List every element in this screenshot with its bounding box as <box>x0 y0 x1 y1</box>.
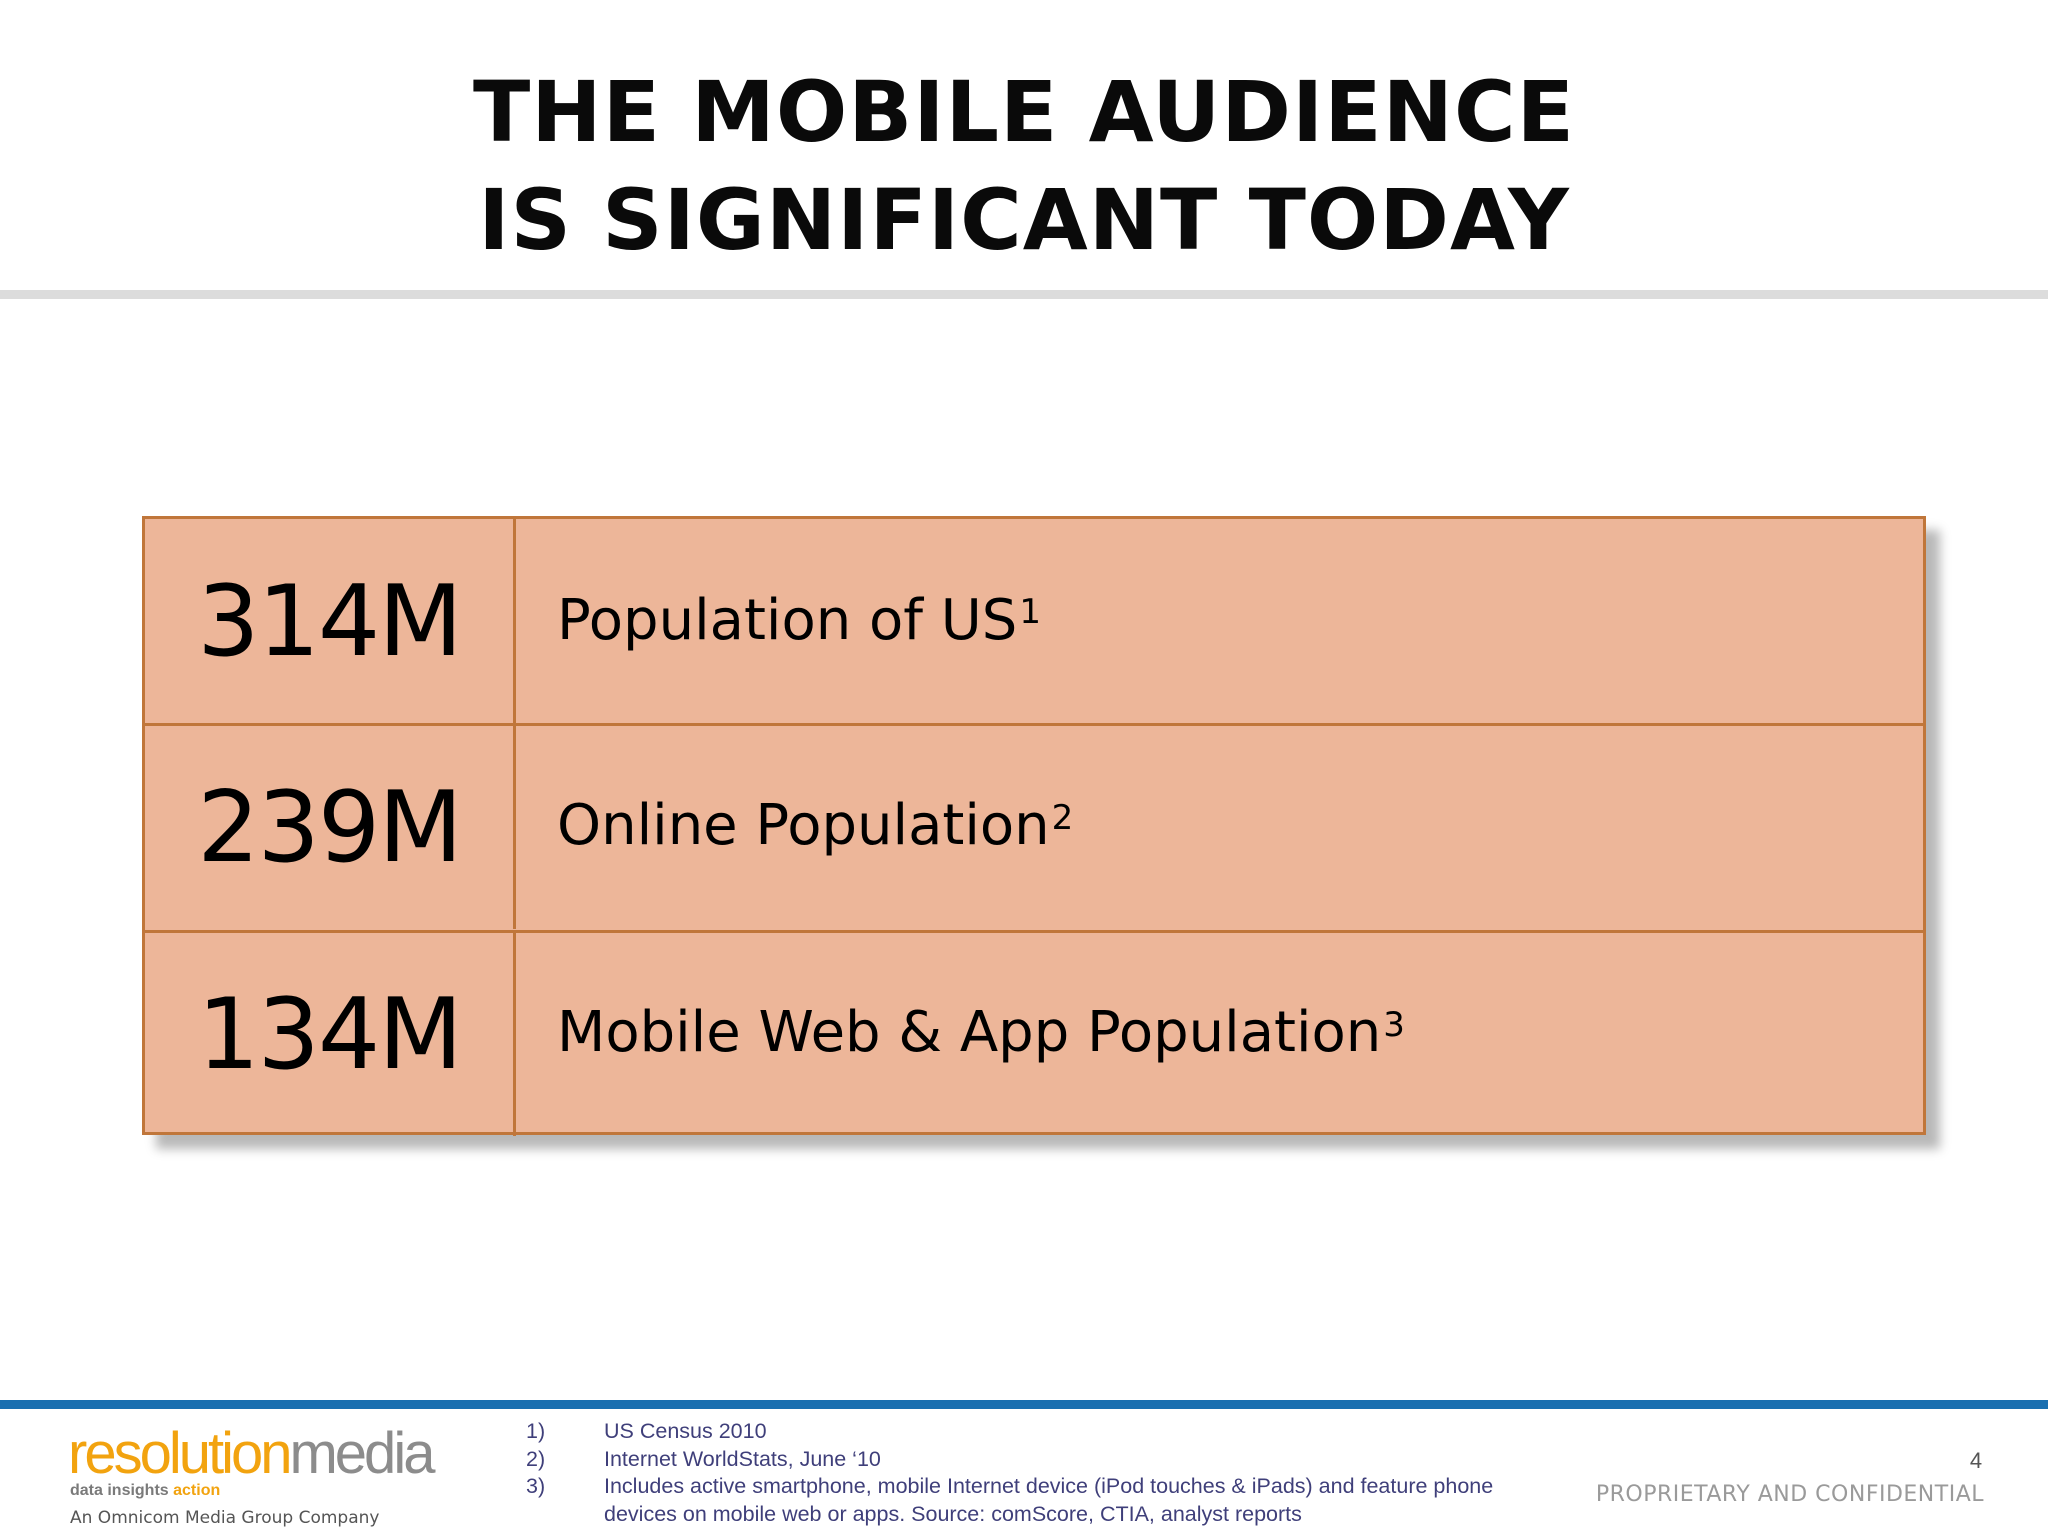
stat-label: Online Population 2 <box>557 726 1073 929</box>
stat-row-online-population: 239M Online Population 2 <box>145 723 1923 929</box>
stat-row-us-population: 314M Population of US 1 <box>145 519 1923 725</box>
footnote-number: 2) <box>526 1446 546 1471</box>
stat-label: Mobile Web & App Population 3 <box>557 933 1405 1136</box>
stat-label-text: Online Population <box>557 793 1050 858</box>
footnote-number: 1) <box>526 1419 546 1443</box>
stat-value: 314M <box>197 565 463 679</box>
column-divider <box>513 519 516 725</box>
slide-title-line-1: THE MOBILE AUDIENCE <box>473 63 1575 161</box>
stat-value: 134M <box>197 977 463 1092</box>
footnote-item: 1) US Census 2010 <box>526 1418 1526 1446</box>
slide-title: THE MOBILE AUDIENCE IS SIGNIFICANT TODAY <box>0 58 2048 274</box>
logo-company-line: An Omnicom Media Group Company <box>70 1508 380 1528</box>
footnote-item: 3) Includes active smartphone, mobile In… <box>526 1473 1526 1528</box>
footnote-text: Internet WorldStats, June ‘10 <box>604 1446 881 1471</box>
footnote-item: 2) Internet WorldStats, June ‘10 <box>526 1446 1526 1474</box>
slide-title-line-2: IS SIGNIFICANT TODAY <box>478 171 1570 269</box>
logo-tagline: data insights action <box>70 1482 220 1500</box>
page-number: 4 <box>1969 1448 1983 1473</box>
stat-value: 239M <box>197 770 463 885</box>
footnote-ref: 1 <box>1019 592 1041 632</box>
resolution-media-logo: resolutionmedia data insights action An … <box>68 1420 468 1530</box>
stats-table: 314M Population of US 1 239M Online Popul… <box>142 516 1926 1136</box>
logo-tagline-part2: action <box>173 1482 221 1499</box>
logo-word-media: media <box>289 1421 435 1486</box>
column-divider <box>513 933 516 1136</box>
footnote-text: Includes active smartphone, mobile Inter… <box>604 1474 1494 1526</box>
stat-label-text: Population of US <box>557 587 1018 653</box>
footnote-number: 3) <box>526 1474 546 1498</box>
confidential-notice: PROPRIETARY AND CONFIDENTIAL <box>1595 1482 1984 1507</box>
stat-label-text: Mobile Web & App Population <box>557 1000 1382 1065</box>
logo-word-resolution: resolution <box>68 1421 292 1486</box>
footnote-text: US Census 2010 <box>604 1419 767 1443</box>
column-divider <box>513 726 516 929</box>
stat-label: Population of US 1 <box>557 519 1041 725</box>
footnote-ref: 3 <box>1383 1004 1405 1045</box>
footer-divider <box>0 1400 2048 1409</box>
footnotes: 1) US Census 2010 2) Internet WorldStats… <box>526 1418 1526 1528</box>
logo-wordmark: resolutionmedia <box>68 1420 435 1487</box>
stat-row-mobile-population: 134M Mobile Web & App Population 3 <box>145 930 1923 1136</box>
logo-tagline-part1: data insights <box>70 1482 174 1499</box>
footnote-ref: 2 <box>1051 797 1074 838</box>
title-divider <box>0 290 2048 299</box>
